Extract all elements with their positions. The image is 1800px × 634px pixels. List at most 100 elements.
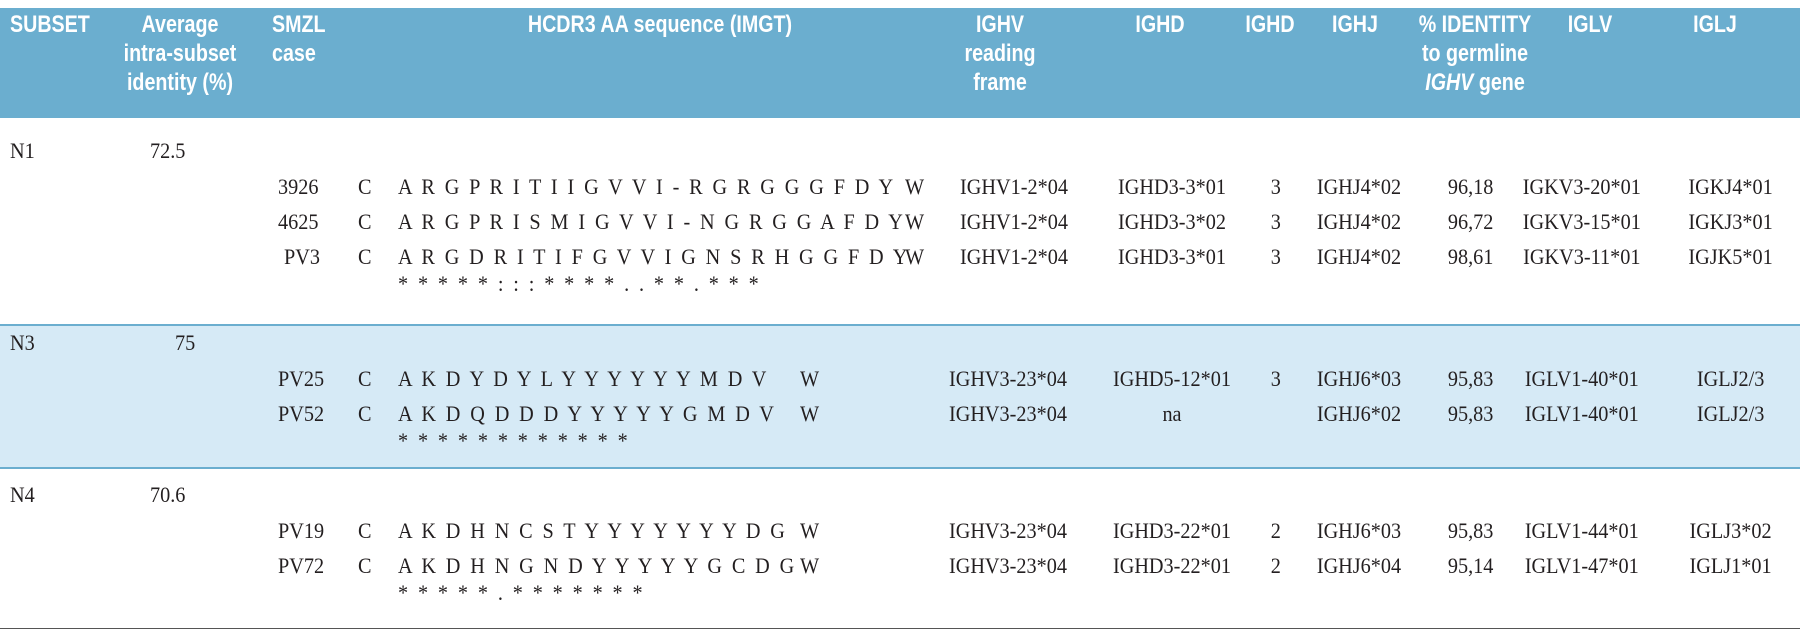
subset-name: N4 (10, 482, 35, 507)
smzl-case: PV3 (284, 244, 320, 269)
ighv-gene: IGHV1-2*04 (960, 209, 1068, 234)
header-ighj: IGHJ (1332, 11, 1378, 38)
ighv-gene: IGHV1-2*04 (960, 174, 1068, 199)
cdr3-anchor-w: W (905, 244, 925, 269)
iglv-gene: IGLV1-40*01 (1524, 401, 1639, 426)
ighj-gene: IGHJ4*02 (1316, 244, 1402, 269)
ighv-identity: 96,18 (1447, 174, 1494, 199)
avg-identity: 75 (175, 330, 196, 355)
cdr3-anchor-c: C (358, 366, 372, 391)
header-subset: SUBSET (10, 11, 90, 38)
iglv-gene: IGLV1-44*01 (1524, 518, 1639, 543)
table-header (0, 8, 1800, 118)
ighv-identity: 98,61 (1447, 244, 1494, 269)
hcdr3-sequence: A R G P R I T I I G V V I - R G R G G G … (398, 174, 896, 199)
cdr3-anchor-c: C (358, 174, 372, 199)
ighv-identity: 95,14 (1447, 553, 1494, 578)
cdr3-anchor-c: C (358, 553, 372, 578)
iglj-gene: IGKJ3*01 (1688, 209, 1773, 234)
smzl-case: 4625 (278, 209, 319, 234)
ighv-gene: IGHV3-23*04 (948, 518, 1068, 543)
iglj-gene: IGLJ2/3 (1696, 366, 1765, 391)
ighv-gene: IGHV3-23*04 (948, 401, 1068, 426)
iglv-gene: IGKV3-20*01 (1522, 174, 1641, 199)
smzl-case: 3926 (278, 174, 319, 199)
consensus-line: * * * * * . * * * * * * * (398, 580, 646, 605)
header-ighd-frame: IGHD (1245, 11, 1295, 38)
ighd-gene: IGHD3-22*01 (1112, 518, 1232, 543)
consensus-line: * * * * * * * * * * * * (398, 428, 631, 453)
iglj-gene: IGLJ2/3 (1696, 401, 1765, 426)
header-iglv: IGLV (1567, 11, 1613, 38)
ighj-gene: IGHJ6*03 (1316, 518, 1402, 543)
ighv-identity: 95,83 (1447, 401, 1494, 426)
ighv-identity: 96,72 (1447, 209, 1494, 234)
row-divider (0, 324, 1800, 326)
header-hcdr3: HCDR3 AA sequence (IMGT) (527, 11, 793, 38)
header-ighd: IGHD (1135, 11, 1185, 38)
hcdr3-sequence: A K D H N G N D Y Y Y Y Y G C D G (398, 553, 797, 578)
ighv-identity: 95,83 (1447, 518, 1494, 543)
ighd-reading-frame: 3 (1270, 174, 1281, 199)
ighv-identity: 95,83 (1447, 366, 1494, 391)
hcdr3-sequence: A K D Q D D D Y Y Y Y Y G M D V (398, 401, 777, 426)
ighd-reading-frame: 2 (1270, 518, 1281, 543)
iglv-gene: IGLV1-47*01 (1524, 553, 1639, 578)
cdr3-anchor-c: C (358, 401, 372, 426)
smzl-case: PV25 (278, 366, 325, 391)
ighd-reading-frame: 3 (1270, 244, 1281, 269)
subset-name: N3 (10, 330, 35, 355)
ighd-gene: na (1162, 401, 1182, 426)
cdr3-anchor-c: C (358, 209, 372, 234)
iglv-gene: IGKV3-11*01 (1523, 244, 1641, 269)
iglj-gene: IGKJ4*01 (1688, 174, 1773, 199)
ighv-gene: IGHV1-2*04 (960, 244, 1068, 269)
cdr3-anchor-w: W (800, 518, 820, 543)
ighj-gene: IGHJ4*02 (1316, 174, 1402, 199)
hcdr3-sequence: A K D H N C S T Y Y Y Y Y Y Y D G (398, 518, 788, 543)
iglj-gene: IGJK5*01 (1688, 244, 1773, 269)
cdr3-anchor-w: W (905, 209, 925, 234)
iglv-gene: IGKV3-15*01 (1522, 209, 1641, 234)
hcdr3-sequence: A R G D R I T I F G V V I G N S R H G G … (398, 244, 910, 269)
ighd-gene: IGHD3-22*01 (1112, 553, 1232, 578)
smzl-case: PV72 (278, 553, 325, 578)
ighv-gene: IGHV3-23*04 (948, 553, 1068, 578)
cdr3-anchor-w: W (800, 553, 820, 578)
iglj-gene: IGLJ1*01 (1689, 553, 1772, 578)
row-divider (0, 467, 1800, 469)
cdr3-anchor-w: W (800, 401, 820, 426)
smzl-case: PV52 (278, 401, 325, 426)
cdr3-anchor-w: W (905, 174, 925, 199)
smzl-case: PV19 (278, 518, 325, 543)
subset-name: N1 (10, 138, 35, 163)
header-identity: % IDENTITY to germline IGHV gene (1418, 11, 1532, 96)
table-bottom-rule (0, 628, 1800, 629)
ighj-gene: IGHJ6*02 (1316, 401, 1402, 426)
ighd-gene: IGHD3-3*01 (1118, 244, 1226, 269)
cdr3-anchor-w: W (800, 366, 820, 391)
avg-identity: 72.5 (150, 138, 186, 163)
cdr3-anchor-c: C (358, 244, 372, 269)
header-avg-identity: Average intra-subset identity (%) (123, 11, 237, 96)
hcdr3-sequence: A K D Y D Y L Y Y Y Y Y Y M D V (398, 366, 769, 391)
hcdr3-sequence: A R G P R I S M I G V V I - N G R G G A … (398, 209, 906, 234)
ighd-gene: IGHD3-3*01 (1118, 174, 1226, 199)
ighj-gene: IGHJ6*04 (1316, 553, 1402, 578)
header-iglj: IGLJ (1693, 11, 1737, 38)
ighd-reading-frame: 3 (1270, 366, 1281, 391)
ighd-gene: IGHD3-3*02 (1118, 209, 1226, 234)
header-ighv-frame: IGHV reading frame (964, 11, 1036, 96)
consensus-line: * * * * * : : : * * * * . . * * . * * * (398, 271, 762, 296)
iglv-gene: IGLV1-40*01 (1524, 366, 1639, 391)
header-smzl-case: SMZL case (272, 11, 326, 67)
ighd-reading-frame: 3 (1270, 209, 1281, 234)
ighd-gene: IGHD5-12*01 (1112, 366, 1232, 391)
subset-band-n3 (0, 326, 1800, 468)
cdr3-anchor-c: C (358, 518, 372, 543)
ighj-gene: IGHJ6*03 (1316, 366, 1402, 391)
iglj-gene: IGLJ3*02 (1689, 518, 1772, 543)
ighv-gene: IGHV3-23*04 (948, 366, 1068, 391)
avg-identity: 70.6 (150, 482, 186, 507)
ighj-gene: IGHJ4*02 (1316, 209, 1402, 234)
